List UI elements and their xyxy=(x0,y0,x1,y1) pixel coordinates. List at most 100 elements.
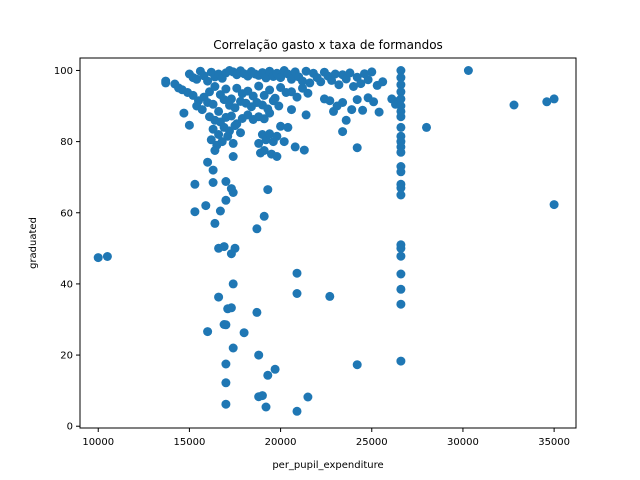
y-tick-label: 40 xyxy=(60,279,73,290)
data-point xyxy=(259,146,269,155)
data-point xyxy=(219,242,229,252)
data-point xyxy=(374,107,384,117)
data-point xyxy=(261,73,271,83)
data-point xyxy=(303,88,313,98)
data-point xyxy=(221,378,231,388)
data-point xyxy=(265,129,275,139)
y-tick-label: 20 xyxy=(60,351,73,362)
data-point xyxy=(259,114,269,124)
data-point xyxy=(252,307,262,317)
data-point xyxy=(274,101,284,111)
data-point xyxy=(179,108,189,118)
data-point xyxy=(223,131,233,141)
data-point xyxy=(219,95,229,105)
data-point xyxy=(215,206,225,216)
chart-title: Correlação gasto x taxa de formandos xyxy=(213,38,443,52)
x-axis-label: per_pupil_expenditure xyxy=(272,460,383,471)
data-point xyxy=(396,299,406,309)
data-point xyxy=(228,138,238,148)
data-point xyxy=(396,167,406,177)
data-point xyxy=(221,84,231,94)
data-point xyxy=(287,105,296,115)
data-point xyxy=(325,96,335,106)
data-point xyxy=(276,121,286,131)
data-point xyxy=(301,66,311,76)
data-point xyxy=(272,131,282,141)
data-point xyxy=(292,289,302,298)
data-point xyxy=(221,195,231,205)
data-point xyxy=(292,406,302,416)
plot-frame xyxy=(79,57,577,429)
data-point xyxy=(299,145,309,155)
data-point xyxy=(161,76,171,86)
data-point xyxy=(93,253,103,263)
data-point xyxy=(347,105,357,115)
data-point xyxy=(197,105,207,115)
data-point xyxy=(549,94,559,104)
data-point xyxy=(257,391,267,401)
data-point xyxy=(265,85,275,95)
data-point xyxy=(338,98,348,107)
data-point xyxy=(396,147,406,157)
data-point xyxy=(230,121,240,131)
x-tick-label: 30000 xyxy=(447,437,479,448)
data-point xyxy=(422,122,431,132)
data-point xyxy=(210,218,220,228)
data-point xyxy=(190,179,200,189)
data-point xyxy=(338,127,348,137)
data-point xyxy=(396,284,406,294)
data-point xyxy=(203,76,213,86)
data-point xyxy=(341,115,351,125)
data-point xyxy=(325,291,335,301)
data-point xyxy=(221,320,231,330)
data-point xyxy=(396,87,406,97)
data-point xyxy=(263,185,273,195)
data-point xyxy=(203,327,213,337)
x-tick-label: 35000 xyxy=(538,437,570,448)
data-point xyxy=(221,359,231,369)
data-point xyxy=(228,152,238,161)
data-point xyxy=(190,207,200,217)
data-point xyxy=(463,66,473,75)
y-tick-label: 100 xyxy=(54,66,73,77)
x-tick-label: 15000 xyxy=(174,437,206,448)
data-point xyxy=(214,292,224,302)
data-point xyxy=(549,200,559,210)
data-point xyxy=(396,243,406,253)
data-point xyxy=(396,251,406,261)
data-point xyxy=(358,105,368,115)
data-point xyxy=(292,268,302,278)
data-point xyxy=(509,100,519,110)
data-point xyxy=(352,95,362,105)
y-tick-label: 0 xyxy=(67,422,73,433)
data-point xyxy=(232,83,242,93)
data-point xyxy=(330,69,340,79)
data-point xyxy=(230,243,240,253)
data-point xyxy=(226,303,236,313)
data-point xyxy=(356,79,366,89)
data-point xyxy=(226,111,236,121)
data-point xyxy=(272,152,282,161)
data-point xyxy=(396,66,406,75)
data-point xyxy=(369,97,379,107)
data-point xyxy=(270,364,280,374)
data-point xyxy=(221,399,231,409)
data-point xyxy=(352,143,362,153)
data-point xyxy=(303,392,313,402)
data-point xyxy=(292,92,302,102)
data-point xyxy=(201,201,211,211)
points-layer xyxy=(93,66,559,416)
data-point xyxy=(283,122,293,132)
data-point xyxy=(184,120,194,130)
y-tick-label: 60 xyxy=(60,208,73,219)
data-point xyxy=(542,97,552,107)
data-point xyxy=(206,135,216,145)
data-point xyxy=(252,224,262,234)
data-point xyxy=(210,146,220,155)
y-axis-label: graduated xyxy=(28,217,39,269)
data-point xyxy=(345,68,355,78)
data-point xyxy=(396,190,406,200)
y-tick-label: 80 xyxy=(60,137,73,148)
data-point xyxy=(208,165,218,175)
data-point xyxy=(228,279,238,289)
